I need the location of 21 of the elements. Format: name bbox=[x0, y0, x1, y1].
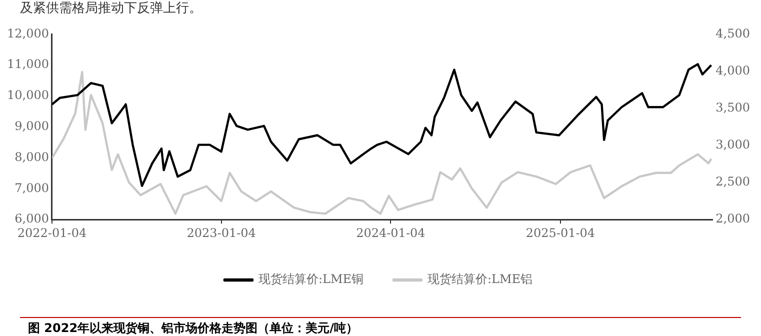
y-tick-label: 11,000 bbox=[6, 57, 49, 72]
text: 及紧供需格局推动下反弹上行。 bbox=[20, 0, 202, 18]
y-tick-label: 9,000 bbox=[14, 119, 49, 134]
x-tick-label: 2022-01-04 bbox=[17, 226, 87, 240]
y2-tick-label: 3,000 bbox=[716, 138, 750, 152]
legend-label: 现货结算价:LME铝 bbox=[428, 272, 533, 286]
y-tick-label: 12,000 bbox=[6, 26, 49, 40]
y-tick-label: 6,000 bbox=[14, 212, 49, 226]
y2-tick-label: 4,500 bbox=[716, 26, 750, 40]
y2-tick-label: 4,000 bbox=[716, 63, 750, 78]
text: 图 2022年以来现货铜、铝市场价格走势图（单位：美元/吨） bbox=[28, 320, 358, 336]
x-tick-label: 2023-01-04 bbox=[186, 226, 256, 240]
legend-label: 现货结算价:LME铜 bbox=[258, 272, 364, 286]
y2-tick-label: 2,500 bbox=[716, 174, 750, 189]
y2-tick-label: 2,000 bbox=[716, 212, 750, 226]
x-tick-label: 2025-01-04 bbox=[526, 226, 596, 240]
y-tick-label: 10,000 bbox=[6, 88, 49, 102]
y-tick-label: 8,000 bbox=[14, 150, 49, 164]
y2-tick-label: 3,500 bbox=[716, 100, 750, 114]
x-tick-label: 2024-01-04 bbox=[356, 226, 426, 240]
y-tick-label: 7,000 bbox=[14, 180, 49, 195]
